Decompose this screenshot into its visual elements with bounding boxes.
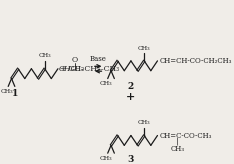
Text: 3: 3 <box>128 155 134 164</box>
Text: CH=CH-CO-CH₂CH₃: CH=CH-CO-CH₂CH₃ <box>159 57 231 65</box>
Text: 2: 2 <box>128 82 134 91</box>
Text: 1: 1 <box>12 89 18 98</box>
Text: CH₃: CH₃ <box>38 53 51 59</box>
Text: CH₃: CH₃ <box>100 81 112 86</box>
Text: O: O <box>72 56 78 64</box>
Text: CHO: CHO <box>59 65 77 73</box>
Text: CH=C-CO-CH₃: CH=C-CO-CH₃ <box>159 132 212 140</box>
Text: CH₃: CH₃ <box>138 120 150 125</box>
Text: CH₃: CH₃ <box>100 156 112 161</box>
Text: |: | <box>176 137 179 145</box>
Text: CH₃: CH₃ <box>170 145 184 153</box>
Text: +: + <box>126 91 135 102</box>
Text: CH₃: CH₃ <box>0 89 13 94</box>
Text: –C–CH₂–CH₃: –C–CH₂–CH₃ <box>72 65 120 73</box>
Text: CH₃: CH₃ <box>138 46 150 51</box>
Text: + CH₂: + CH₂ <box>60 65 84 73</box>
Text: Base: Base <box>90 55 107 63</box>
